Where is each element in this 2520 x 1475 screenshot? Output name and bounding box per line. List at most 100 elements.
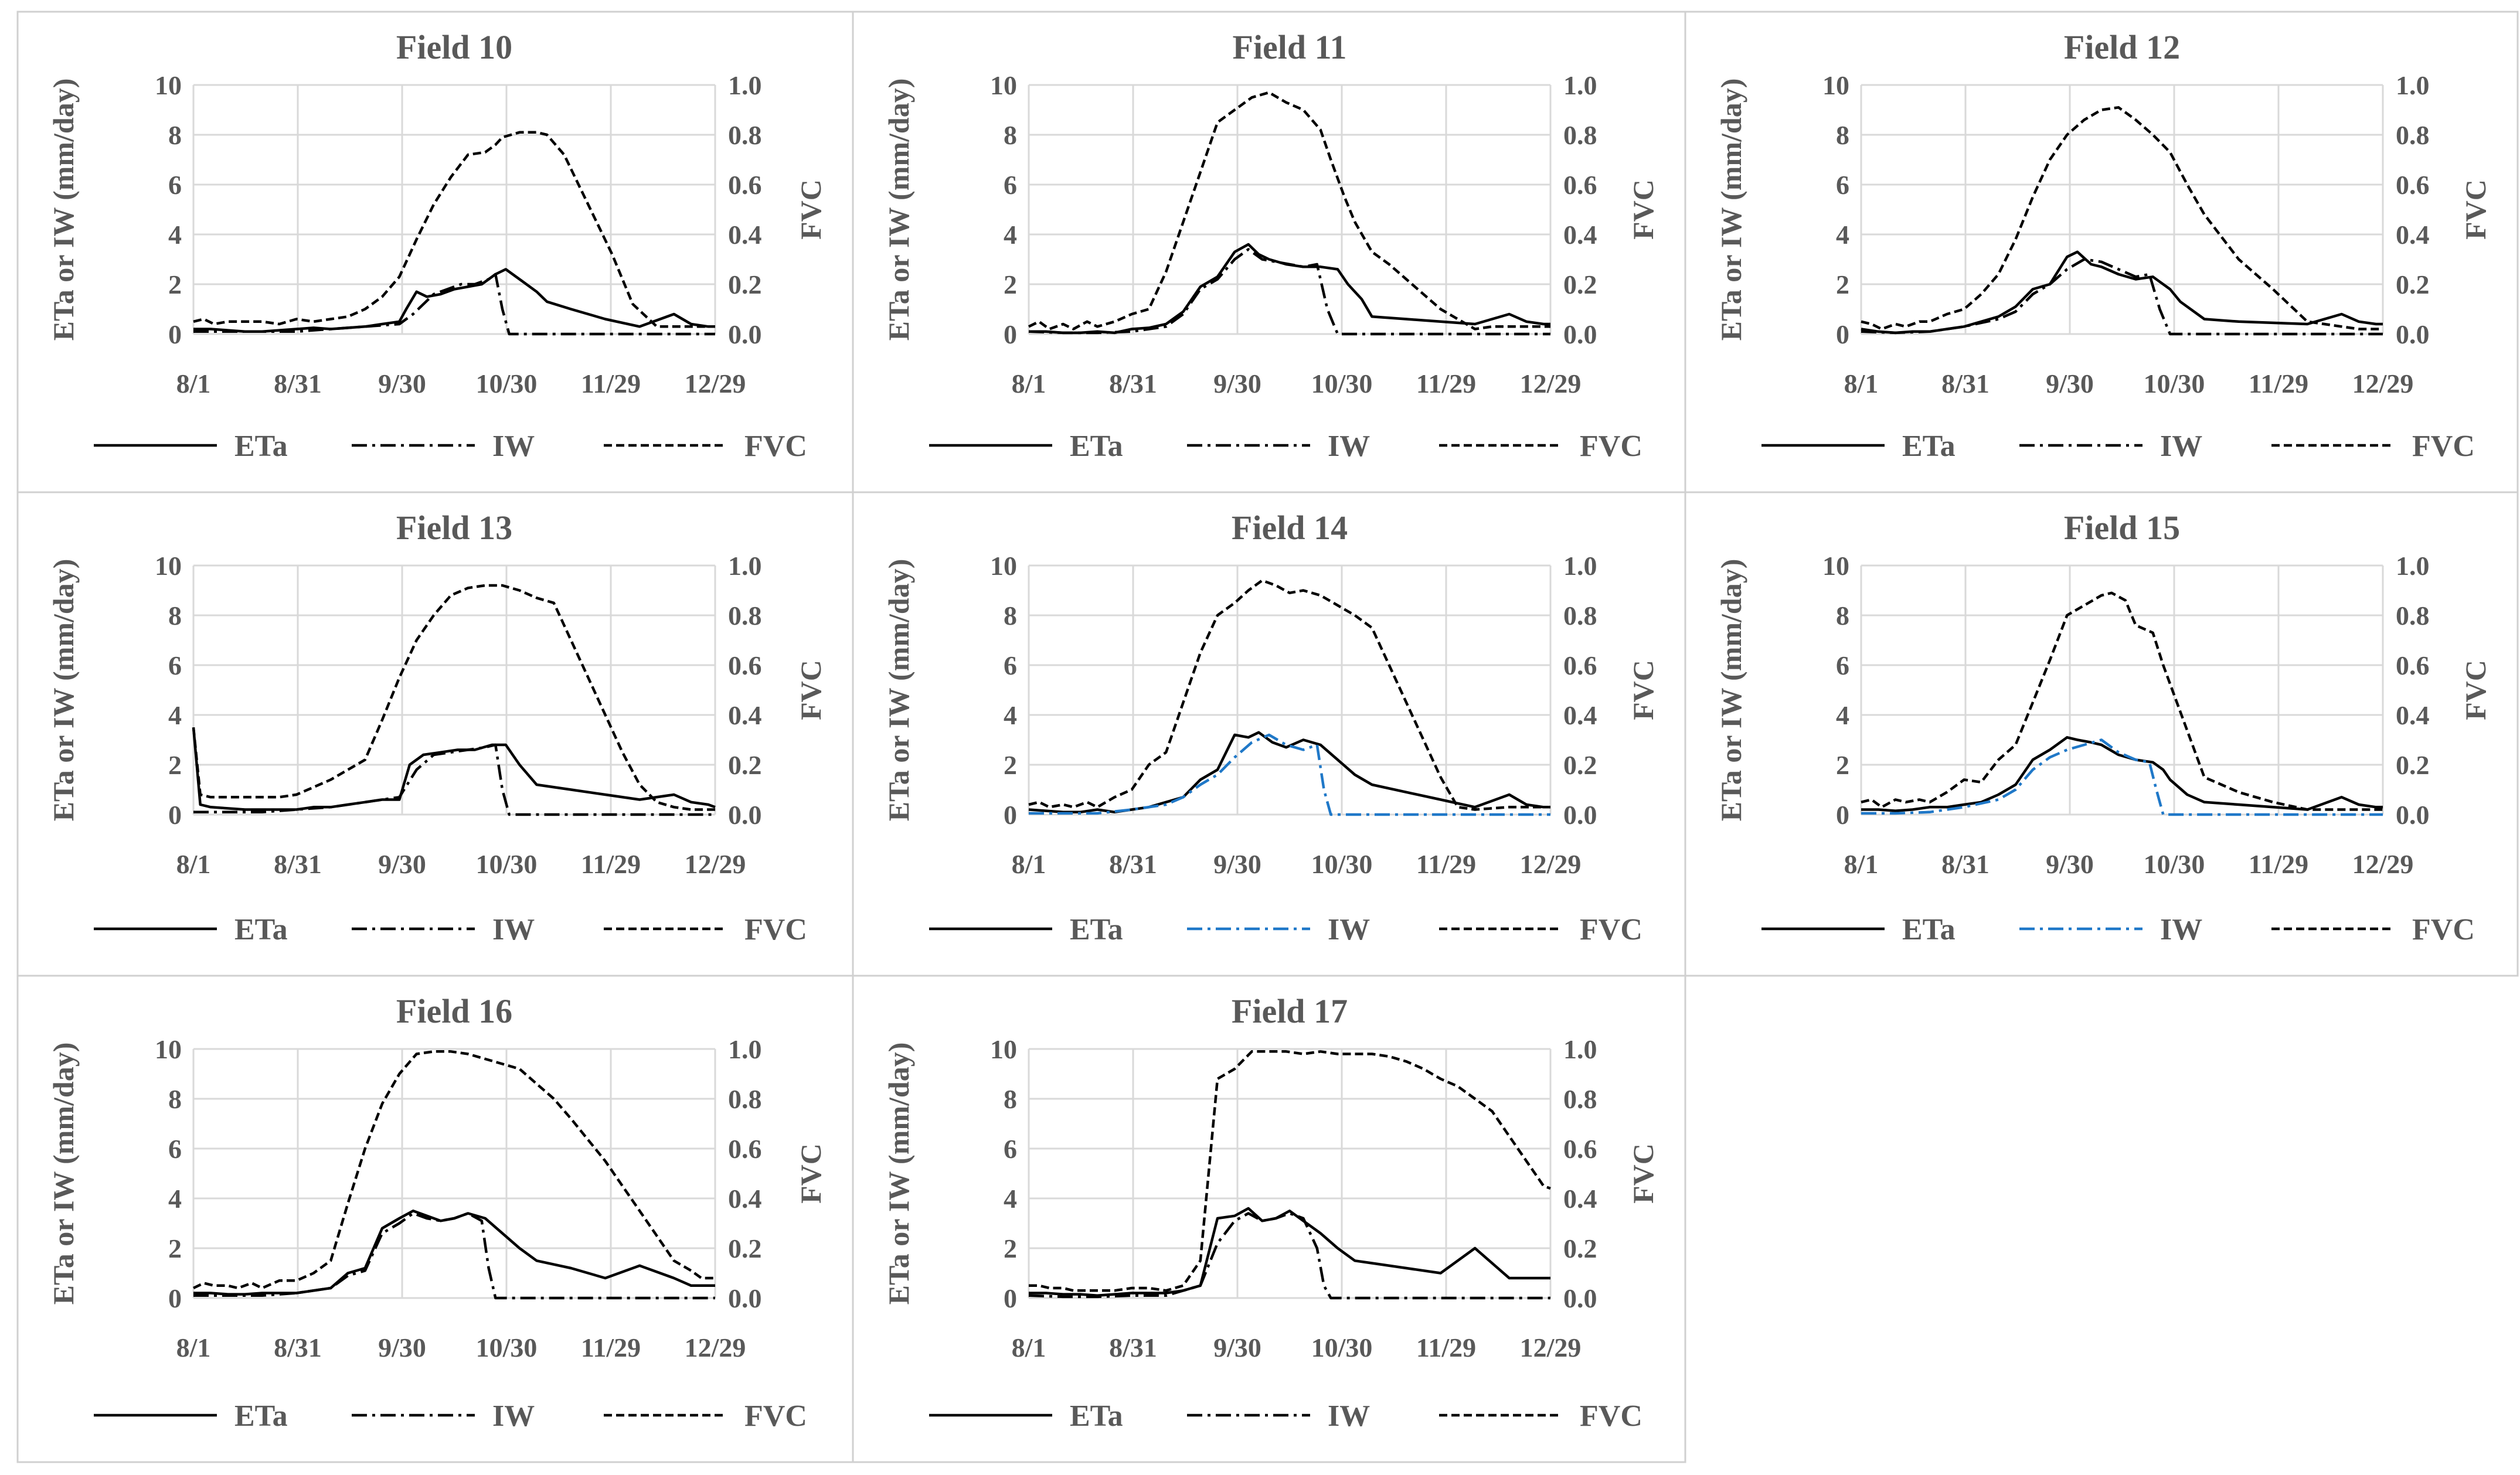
x-tick-label: 12/29 — [1520, 369, 1582, 398]
y2-tick-label: 0.6 — [1563, 1134, 1597, 1164]
y-tick-label: 10 — [155, 551, 182, 581]
series-line-eta — [1861, 736, 2383, 812]
x-tick-label: 9/30 — [378, 369, 426, 398]
x-tick-label: 9/30 — [1213, 369, 1261, 398]
chart-panel: Field 16 0 2 4 6 8 10 0.0 0.2 0.4 0.6 0.8 1.0 8/1 8/31… — [16, 975, 854, 1463]
chart-title: Field 12 — [2064, 28, 2180, 66]
legend-label: IW — [2160, 913, 2202, 946]
y-tick-label: 4 — [1004, 220, 1017, 250]
legend-label: FVC — [2412, 430, 2475, 463]
y2-tick-label: 1.0 — [1563, 70, 1597, 100]
series-line-eta — [193, 268, 715, 333]
x-tick-label: 8/1 — [1844, 369, 1879, 398]
y2-axis-label: FVC — [794, 1143, 827, 1204]
series-line-eta — [1028, 731, 1550, 814]
series-line-eta — [1029, 1207, 1550, 1297]
y2-tick-label: 0.2 — [728, 1234, 762, 1263]
chart-panel: Field 12 0 2 4 6 8 10 0.0 0.2 0.4 0.6 0.8 1.0 8/1 8/31… — [1684, 11, 2519, 493]
x-tick-label: 9/30 — [1213, 849, 1261, 879]
series-line-eta — [1029, 243, 1550, 335]
y-tick-label: 6 — [1004, 650, 1017, 680]
series-line-iw — [193, 743, 715, 816]
y2-tick-label: 0.0 — [728, 1283, 762, 1313]
x-tick-label: 11/29 — [581, 1333, 641, 1362]
x-tick-label: 8/31 — [1941, 849, 1990, 879]
legend-label: FVC — [1580, 913, 1642, 946]
y-tick-label: 2 — [168, 750, 182, 780]
chart-title: Field 16 — [396, 992, 512, 1030]
legend-label: IW — [492, 430, 535, 463]
y-tick-label: 4 — [168, 700, 182, 730]
y-axis-label: ETa or IW (mm/day) — [882, 559, 915, 822]
y2-tick-label: 0.6 — [2396, 650, 2430, 680]
chart-title: Field 17 — [1232, 992, 1348, 1030]
x-tick-label: 8/1 — [1844, 849, 1879, 879]
series-line-iw — [1029, 733, 1550, 816]
y2-tick-label: 1.0 — [728, 551, 762, 581]
y-tick-label: 0 — [168, 800, 182, 830]
legend-label: FVC — [1580, 1399, 1642, 1433]
y-tick-label: 10 — [990, 70, 1017, 100]
x-tick-label: 12/29 — [685, 369, 746, 398]
y2-tick-label: 0.0 — [728, 800, 762, 830]
chart-panel: Field 17 0 2 4 6 8 10 0.0 0.2 0.4 0.6 0.8 1.0 8/1 8/31… — [852, 975, 1686, 1463]
x-tick-label: 12/29 — [2352, 369, 2414, 398]
y-tick-label: 2 — [1836, 270, 1849, 299]
y2-tick-label: 0.6 — [1563, 650, 1597, 680]
series-line-fvc — [1028, 579, 1550, 811]
y-tick-label: 6 — [168, 650, 182, 680]
panel-border — [1684, 491, 2519, 977]
series-line-iw — [1028, 248, 1550, 336]
series-line-iw — [1028, 1212, 1550, 1300]
chart-title: Field 14 — [1232, 509, 1348, 547]
x-tick-label: 12/29 — [2352, 849, 2414, 879]
x-tick-label: 8/31 — [1109, 1333, 1157, 1362]
y2-tick-label: 0.0 — [2396, 319, 2430, 349]
y-tick-label: 8 — [1836, 120, 1849, 150]
y2-tick-label: 0.4 — [728, 1184, 762, 1214]
y-tick-label: 8 — [168, 1084, 182, 1114]
series-line-iw — [1861, 738, 2383, 816]
legend-label: ETa — [234, 430, 288, 463]
y2-tick-label: 0.4 — [2396, 700, 2430, 730]
legend-label: ETa — [1070, 1399, 1123, 1433]
legend-label: ETa — [1070, 430, 1123, 463]
y-tick-label: 6 — [1836, 650, 1849, 680]
y2-axis-label: FVC — [1627, 660, 1659, 720]
x-tick-label: 10/30 — [476, 849, 538, 879]
chart-title: Field 11 — [1233, 28, 1347, 66]
legend-label: ETa — [1902, 913, 1956, 946]
y-tick-label: 6 — [1836, 170, 1849, 200]
y2-tick-label: 0.0 — [728, 319, 762, 349]
panel-border — [852, 11, 1686, 493]
y-tick-label: 8 — [168, 120, 182, 150]
y-tick-label: 4 — [1004, 700, 1017, 730]
y-tick-label: 10 — [1822, 70, 1849, 100]
y2-tick-label: 0.8 — [1563, 1084, 1597, 1114]
x-tick-label: 12/29 — [1520, 849, 1582, 879]
y2-tick-label: 0.4 — [1563, 220, 1597, 250]
x-tick-label: 8/1 — [176, 1333, 211, 1362]
y-axis-label: ETa or IW (mm/day) — [47, 559, 80, 822]
y-tick-label: 4 — [1004, 1184, 1017, 1214]
series-line-eta — [192, 727, 716, 811]
y-tick-label: 2 — [1004, 270, 1017, 299]
x-tick-label: 12/29 — [1520, 1333, 1582, 1362]
x-tick-label: 8/31 — [274, 1333, 322, 1362]
y2-axis-label: FVC — [794, 179, 827, 240]
y-tick-label: 8 — [168, 601, 182, 631]
y-tick-label: 10 — [990, 551, 1017, 581]
x-tick-label: 8/31 — [1109, 369, 1157, 398]
y-tick-label: 10 — [990, 1034, 1017, 1064]
legend-label: IW — [492, 913, 535, 946]
y-tick-label: 4 — [168, 220, 182, 250]
x-tick-label: 10/30 — [2144, 369, 2205, 398]
series-line-fvc — [192, 584, 715, 811]
y2-tick-label: 0.6 — [2396, 170, 2430, 200]
y2-tick-label: 0.0 — [1563, 1283, 1597, 1313]
y2-tick-label: 0.8 — [1563, 601, 1597, 631]
x-tick-label: 9/30 — [378, 1333, 426, 1362]
y-tick-label: 6 — [1004, 1134, 1017, 1164]
x-tick-label: 8/31 — [1109, 849, 1157, 879]
